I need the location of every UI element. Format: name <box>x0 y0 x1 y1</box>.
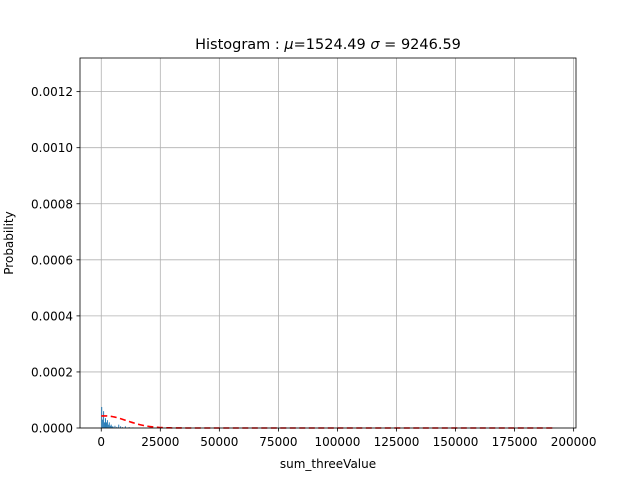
y-tick-label: 0.0000 <box>31 422 73 436</box>
plot-area-frame <box>79 57 577 429</box>
histogram-bar <box>114 425 116 428</box>
histogram-bar <box>116 426 118 428</box>
histogram-bar <box>111 426 113 428</box>
histogram-bar <box>103 411 105 428</box>
chart-title: Histogram : μ=1524.49 σ = 9246.59 <box>195 37 461 53</box>
histogram-bar <box>124 426 126 428</box>
x-tick-label: 200000 <box>551 435 597 449</box>
y-tick-label: 0.0002 <box>31 365 73 379</box>
grid-lines <box>80 58 576 429</box>
histogram-bar <box>110 424 112 428</box>
histogram-bar <box>105 422 107 428</box>
x-tick-label: 100000 <box>315 435 361 449</box>
histogram-bar <box>122 427 123 428</box>
histogram-bar <box>104 422 106 428</box>
x-axis-ticks: 0 25000 50000 75000 100000 125000 150000 175000… <box>97 428 597 449</box>
x-tick-label: 175000 <box>492 435 538 449</box>
x-tick-label: 125000 <box>374 435 420 449</box>
y-tick-label: 0.0008 <box>31 197 73 211</box>
histogram-bar <box>112 426 114 428</box>
histogram-bar <box>102 419 104 428</box>
x-tick-label: 25000 <box>141 435 179 449</box>
histogram-bar <box>106 420 108 428</box>
histogram-bar <box>107 424 109 428</box>
y-tick-label: 0.0006 <box>31 253 73 267</box>
histogram-bar <box>108 422 110 428</box>
histogram-bar <box>105 418 106 428</box>
histogram-bar <box>109 425 111 428</box>
y-axis-label: Probability <box>2 211 16 274</box>
x-tick-label: 0 <box>97 435 105 449</box>
histogram-bar <box>120 426 122 428</box>
histogram-bar <box>118 424 120 428</box>
x-axis-label: sum_threeValue <box>280 457 376 471</box>
y-tick-label: 0.0010 <box>31 141 73 155</box>
histogram-bar <box>101 406 103 428</box>
x-tick-label: 150000 <box>433 435 479 449</box>
x-tick-label: 50000 <box>200 435 238 449</box>
y-axis-ticks: 0.0000 0.0002 0.0004 0.0006 0.0008 0.0010 0.00… <box>31 85 80 436</box>
y-tick-label: 0.0004 <box>31 309 73 323</box>
x-tick-label: 75000 <box>259 435 297 449</box>
y-tick-label: 0.0012 <box>31 85 73 99</box>
histogram-bar <box>128 427 130 428</box>
